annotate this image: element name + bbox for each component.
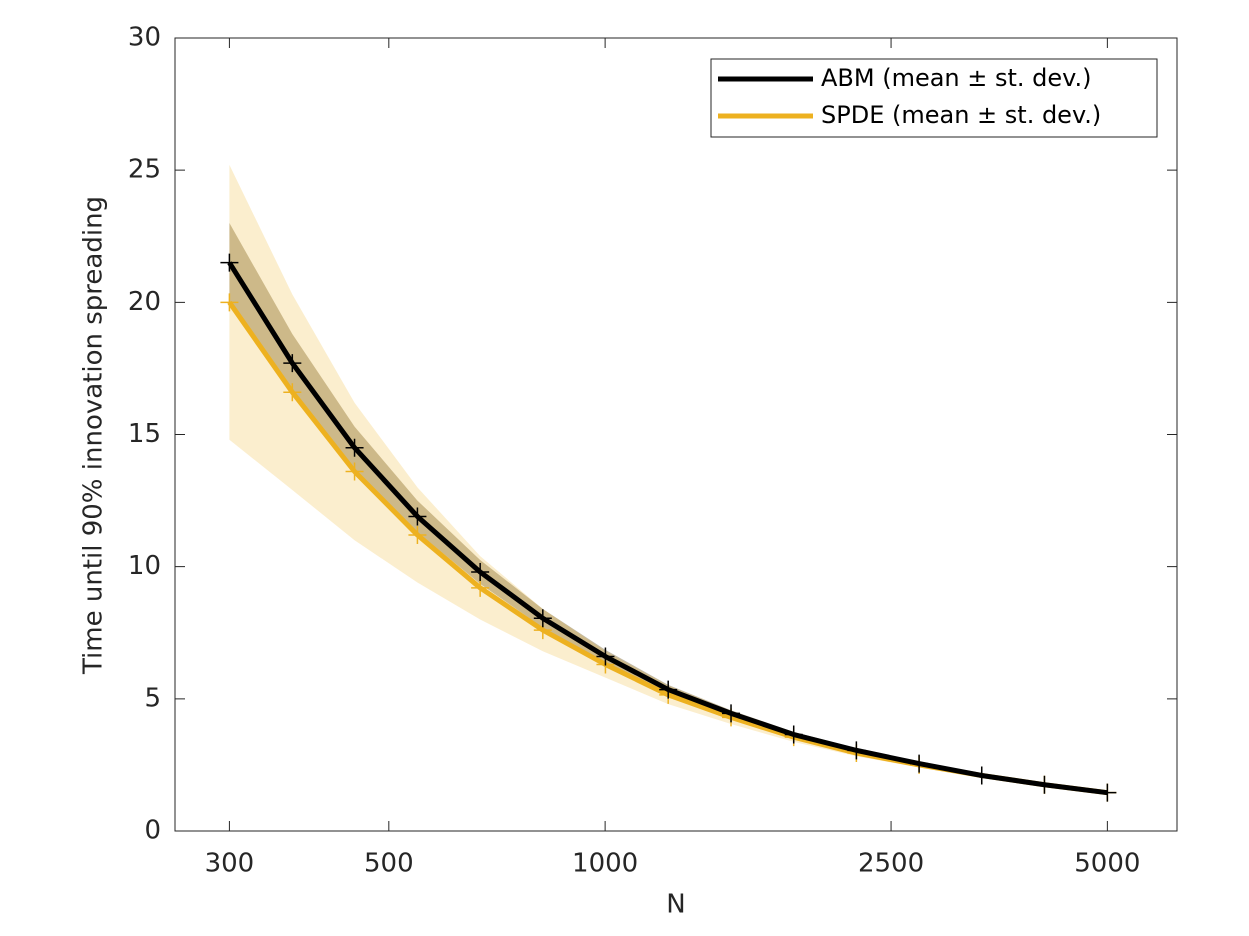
legend-label: SPDE (mean ± st. dev.) — [821, 101, 1101, 129]
y-tick-label: 20 — [128, 287, 161, 317]
point-marker — [345, 438, 364, 457]
series-line — [227, 300, 1108, 796]
x-tick-label: 2500 — [858, 849, 924, 879]
point-marker — [283, 354, 302, 373]
point-marker — [408, 525, 427, 544]
point-marker — [345, 462, 364, 481]
y-tick-label: 30 — [128, 23, 161, 53]
x-tick-label: 500 — [364, 849, 414, 879]
point-marker — [847, 741, 866, 760]
point-marker — [471, 562, 490, 581]
x-tick-label: 300 — [205, 849, 255, 879]
point-marker — [910, 754, 929, 773]
point-marker — [659, 680, 678, 699]
x-axis-label: N — [666, 890, 685, 920]
point-marker — [533, 609, 552, 628]
y-tick-label: 25 — [128, 155, 161, 185]
point-marker — [1035, 775, 1054, 794]
point-marker — [220, 253, 239, 272]
legend-box — [710, 58, 1158, 138]
point-marker — [784, 725, 803, 744]
y-tick-label: 10 — [128, 551, 161, 581]
std-band — [229, 164, 1108, 794]
x-tick-label: 5000 — [1074, 849, 1140, 879]
std-band — [229, 223, 1108, 794]
point-marker — [220, 293, 239, 312]
legend-label: ABM (mean ± st. dev.) — [821, 64, 1092, 92]
point-marker — [722, 704, 741, 723]
x-tick-label: 1000 — [572, 849, 638, 879]
y-tick-label: 5 — [144, 683, 161, 713]
point-marker — [408, 507, 427, 526]
point-marker — [972, 766, 991, 785]
y-tick-label: 0 — [144, 816, 161, 846]
y-axis-label: Time until 90% innovation spreading — [79, 196, 109, 675]
point-marker — [596, 647, 615, 666]
point-marker — [471, 578, 490, 597]
point-marker — [1098, 783, 1117, 802]
y-tick-label: 15 — [128, 419, 161, 449]
point-marker — [283, 383, 302, 402]
